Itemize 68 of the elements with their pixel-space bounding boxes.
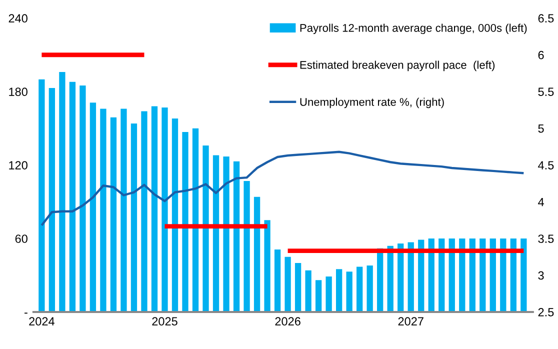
legend-label: Estimated breakeven payroll pace (left) (300, 60, 495, 72)
bar (80, 85, 86, 312)
bar (151, 106, 158, 312)
bar (490, 238, 496, 312)
y2-tick-label: 6 (538, 50, 544, 60)
bar (438, 238, 445, 312)
bar (274, 250, 281, 312)
y-tick-label: 240 (8, 14, 28, 23)
bar (408, 242, 414, 312)
bar (48, 88, 56, 312)
y2-tick-label: 3.5 (538, 234, 554, 243)
bar (254, 196, 260, 312)
bar (315, 280, 322, 312)
bar (346, 272, 352, 312)
legend-label: Unemployment rate %, (right) (300, 98, 444, 108)
bar (130, 123, 138, 312)
bar (223, 156, 230, 312)
bar (182, 132, 188, 312)
bar (336, 269, 342, 312)
x-tick-label: 2027 (398, 317, 424, 326)
bar (90, 102, 96, 312)
y-tick-label: 120 (9, 161, 28, 170)
y2-tick-label: 6.5 (538, 14, 554, 23)
bar (510, 238, 516, 312)
bar (294, 263, 302, 312)
bar (448, 238, 455, 312)
bar (469, 238, 476, 312)
line-series (40, 150, 525, 226)
y2-tick-label: 4.5 (538, 161, 554, 170)
bar (305, 270, 312, 312)
bar (500, 238, 506, 312)
bar (59, 72, 66, 312)
bar (202, 145, 209, 312)
y-tick-label: 180 (9, 88, 28, 96)
bar (356, 266, 363, 312)
y-tick-label: - (24, 312, 28, 314)
bar (172, 118, 178, 312)
bar (520, 238, 527, 312)
x-tick-label: 2025 (152, 317, 178, 326)
bar (100, 108, 106, 312)
bar (264, 220, 270, 312)
y2-tick-label: 5 (538, 124, 544, 133)
bar (480, 238, 486, 312)
y2-tick-label: 5.5 (538, 88, 554, 96)
y2-tick-label: 3 (538, 271, 544, 280)
bar (120, 108, 127, 312)
bar (38, 79, 45, 312)
legend-label: Payrolls 12-month average change, 000s (left) (300, 24, 527, 34)
bar (110, 117, 117, 312)
y2-tick-label: 2.5 (538, 308, 554, 316)
bar (428, 238, 434, 312)
bar (233, 161, 240, 312)
bar (366, 265, 373, 312)
bar (459, 238, 466, 312)
bar (192, 128, 199, 312)
bar (326, 276, 332, 312)
bar (69, 82, 76, 312)
bar (212, 155, 220, 312)
y2-tick-label: 4 (538, 198, 544, 206)
y-tick-label: 60 (15, 234, 28, 243)
bar (398, 243, 404, 312)
bar (284, 256, 291, 312)
bar (141, 111, 148, 312)
bar (244, 180, 250, 312)
x-tick-label: 2026 (275, 317, 300, 326)
bar (418, 240, 424, 312)
x-tick-label: 2024 (29, 317, 54, 326)
bar (162, 108, 168, 312)
